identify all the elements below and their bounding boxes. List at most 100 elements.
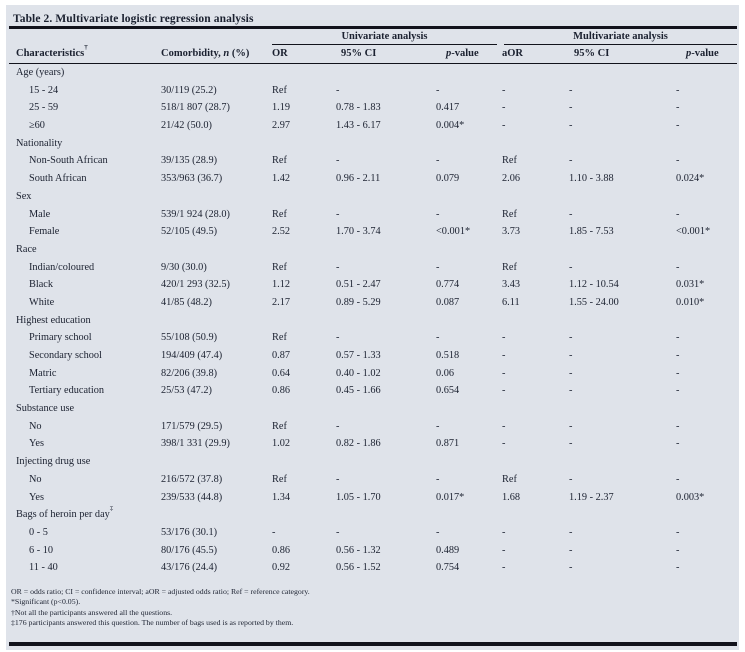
table-title: Table 2. Multivariate logistic regressio… <box>13 13 254 25</box>
table-cell: 0.96 - 2.11 <box>336 173 381 185</box>
table-data-row: 6 - 10 80/176 (45.5) 0.86 0.56 - 1.32 0.489 -… <box>9 542 737 560</box>
table-cell: - <box>436 420 440 432</box>
table-cell: - <box>336 526 340 538</box>
table-cell: 0.86 <box>272 385 291 397</box>
table-cell: Yes <box>29 438 44 450</box>
table-cell: 0.06 <box>436 367 455 379</box>
multivariate-group-header: Multivariate analysis <box>504 29 737 45</box>
table-cell: Indian/coloured <box>29 261 95 273</box>
table-cell: Ref <box>272 208 287 220</box>
table-cell: - <box>676 385 680 397</box>
table-cell: Ref <box>272 332 287 344</box>
table-cell: - <box>502 367 506 379</box>
p-rest: -value <box>451 48 479 59</box>
col-header-characteristics-label: Characteristics <box>16 48 85 59</box>
table-cell: - <box>502 438 506 450</box>
footnotes: OR = odds ratio; CI = confidence interva… <box>9 587 737 628</box>
table-cell: South African <box>29 173 87 185</box>
table-cell: - <box>569 385 573 397</box>
table-cell: 52/105 (49.5) <box>161 226 218 238</box>
table-data-row: 15 - 24 30/119 (25.2) Ref - - - - - <box>9 82 737 100</box>
table-cell: - <box>676 562 680 574</box>
table-cell: 1.02 <box>272 438 291 450</box>
table-cell: - <box>569 84 573 96</box>
table-cell: 0.56 - 1.52 <box>336 562 381 574</box>
table-cell: Matric <box>29 367 57 379</box>
table-cell: - <box>336 261 340 273</box>
table-data-row: Female 52/105 (49.5) 2.52 1.70 - 3.74 <0.001… <box>9 223 737 241</box>
table-cell: Male <box>29 208 51 220</box>
group-label: Bags of heroin per day‡ <box>16 506 114 521</box>
footnote-line: *Significant (p<0.05). <box>11 597 81 607</box>
comorbidity-n: n <box>223 48 230 59</box>
table-cell: Ref <box>502 473 517 485</box>
table-cell: 0.86 <box>272 544 291 556</box>
p-italic: p <box>446 48 452 59</box>
table-cell: - <box>569 473 573 485</box>
table-cell: 25 - 59 <box>29 102 59 114</box>
table-group-row: Bags of heroin per day‡ <box>9 506 737 524</box>
col-header-ci-univariate: 95% CI <box>341 48 377 59</box>
table-card: Table 2. Multivariate logistic regressio… <box>6 5 739 650</box>
table-cell: 0.87 <box>272 350 291 361</box>
table-cell: Ref <box>502 261 517 273</box>
table-cell: - <box>569 102 573 114</box>
group-header-row: Univariate analysis Multivariate analysi… <box>9 29 737 45</box>
table-cell: 0.417 <box>436 102 460 114</box>
table-cell: Tertiary education <box>29 385 105 397</box>
col-header-or: OR <box>272 48 288 59</box>
table-cell: - <box>676 120 680 132</box>
table-cell: Primary school <box>29 332 92 344</box>
table-cell: 55/108 (50.9) <box>161 332 218 344</box>
table-cell: <0.001* <box>676 226 711 238</box>
footnote-line: †Not all the participants answered all t… <box>11 607 173 617</box>
table-cell: 1.85 - 7.53 <box>569 226 614 238</box>
comorbidity-prefix: Comorbidity, <box>161 48 224 59</box>
table-cell: - <box>569 526 573 538</box>
table-cell: - <box>436 261 440 273</box>
table-data-row: White 41/85 (48.2) 2.17 0.89 - 5.29 0.087 6.1… <box>9 294 737 312</box>
table-cell: - <box>569 155 573 167</box>
table-cell: 1.55 - 24.00 <box>569 296 619 308</box>
comorbidity-suffix: (%) <box>229 48 250 59</box>
table-cell: 43/176 (24.4) <box>161 562 218 574</box>
table-cell: 1.43 - 6.17 <box>336 120 381 132</box>
table-cell: 0.017* <box>436 491 465 503</box>
table-cell: - <box>336 332 340 344</box>
table-cell: 194/409 (47.4) <box>161 350 223 361</box>
table-cell: 1.68 <box>502 491 521 503</box>
table-cell: - <box>676 208 680 220</box>
table-data-row: Yes 239/533 (44.8) 1.34 1.05 - 1.70 0.017* 1.… <box>9 489 737 507</box>
table-cell: Ref <box>272 155 287 167</box>
table-data-row: Male 539/1 924 (28.0) Ref - - Ref - - <box>9 206 737 224</box>
table-cell: 0.51 - 2.47 <box>336 279 381 291</box>
table-cell: - <box>569 438 573 450</box>
table-data-row: Black 420/1 293 (32.5) 1.12 0.51 - 2.47 0.77… <box>9 276 737 294</box>
table-data-row: Tertiary education 25/53 (47.2) 0.86 0.45 -… <box>9 382 737 400</box>
table-cell: - <box>436 208 440 220</box>
table-group-row: Substance use <box>9 400 737 418</box>
table-cell: 1.19 <box>272 102 291 114</box>
table-cell: Ref <box>272 420 287 432</box>
table-cell: 398/1 331 (29.9) <box>161 438 230 450</box>
table-cell: 6 - 10 <box>29 544 54 556</box>
table-cell: - <box>502 526 506 538</box>
table-cell: 39/135 (28.9) <box>161 155 218 167</box>
col-header-pvalue-univariate: p-value <box>436 45 502 63</box>
table-cell: 2.97 <box>272 120 291 132</box>
table-cell: 1.19 - 2.37 <box>569 491 614 503</box>
table-cell: 3.73 <box>502 226 521 238</box>
table-cell: - <box>676 544 680 556</box>
table-data-row: Yes 398/1 331 (29.9) 1.02 0.82 - 1.86 0.871 -… <box>9 435 737 453</box>
table-cell: 0.82 - 1.86 <box>336 438 381 450</box>
table-cell: 0.489 <box>436 544 460 556</box>
table-cell: - <box>336 84 340 96</box>
table-cell: 0.754 <box>436 562 460 574</box>
table-cell: - <box>502 350 506 361</box>
table-data-row: Matric 82/206 (39.8) 0.64 0.40 - 1.02 0.06 - -… <box>9 365 737 383</box>
table-data-row: No 216/572 (37.8) Ref - - Ref - - <box>9 471 737 489</box>
table-cell: 0.40 - 1.02 <box>336 367 381 379</box>
dagger-superscript: † <box>84 45 88 51</box>
table-cell: 0.010* <box>676 296 705 308</box>
table-cell: 0 - 5 <box>29 526 48 538</box>
